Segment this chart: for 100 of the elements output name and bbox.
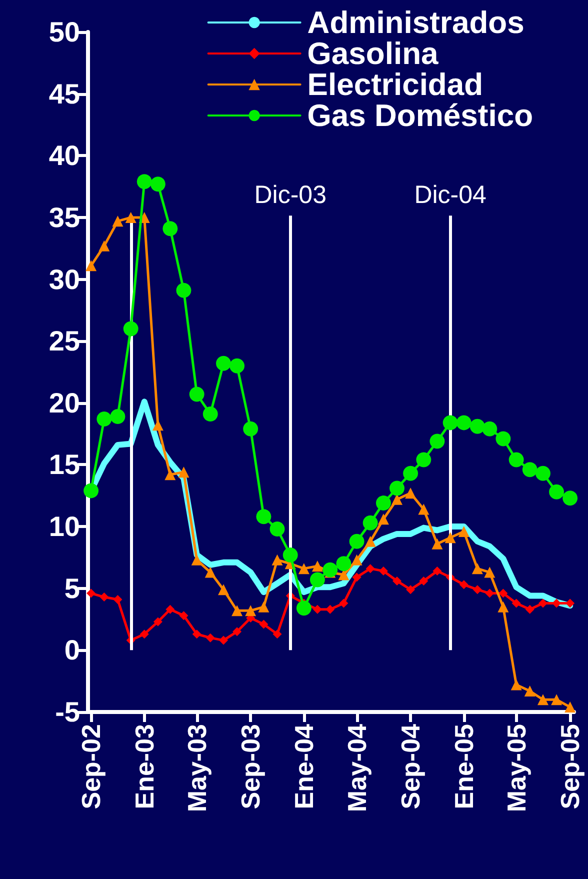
point bbox=[152, 420, 164, 431]
point bbox=[482, 421, 498, 436]
point bbox=[390, 480, 404, 496]
point bbox=[272, 630, 282, 639]
point bbox=[230, 358, 245, 374]
point bbox=[245, 605, 256, 616]
point bbox=[512, 598, 521, 608]
point bbox=[86, 260, 97, 272]
point bbox=[272, 554, 283, 566]
point bbox=[484, 566, 496, 578]
point bbox=[378, 514, 389, 525]
point bbox=[419, 576, 428, 586]
point bbox=[258, 601, 270, 612]
ref-line-label: Dic-04 bbox=[414, 181, 487, 210]
point bbox=[166, 604, 175, 614]
y-tick-label: 0 bbox=[64, 634, 80, 666]
x-tick-label: Ene-04 bbox=[288, 723, 319, 810]
point bbox=[86, 588, 96, 598]
point bbox=[456, 415, 472, 430]
point bbox=[366, 564, 375, 574]
point bbox=[416, 452, 432, 468]
point bbox=[191, 554, 202, 566]
point bbox=[430, 434, 445, 449]
point bbox=[538, 598, 548, 608]
point bbox=[336, 556, 352, 572]
point bbox=[189, 386, 204, 402]
point bbox=[392, 576, 402, 586]
point bbox=[204, 566, 216, 578]
point bbox=[232, 627, 242, 636]
point bbox=[162, 221, 178, 236]
point bbox=[432, 538, 443, 550]
point bbox=[352, 572, 362, 582]
point bbox=[296, 600, 312, 616]
point bbox=[164, 469, 176, 480]
y-tick-label: 30 bbox=[48, 264, 80, 295]
point bbox=[458, 526, 470, 537]
point bbox=[96, 411, 112, 426]
y-tick-label: 40 bbox=[48, 140, 80, 172]
point bbox=[192, 630, 202, 639]
point bbox=[351, 554, 362, 566]
point bbox=[406, 585, 416, 594]
point bbox=[566, 598, 575, 608]
point bbox=[522, 462, 538, 478]
point bbox=[537, 694, 548, 706]
point bbox=[112, 216, 124, 227]
point bbox=[243, 421, 258, 436]
point bbox=[442, 415, 458, 430]
x-tick-label: Sep-04 bbox=[396, 723, 426, 810]
point bbox=[362, 515, 378, 530]
point bbox=[432, 566, 442, 576]
point bbox=[140, 630, 149, 639]
point bbox=[326, 604, 335, 614]
point bbox=[378, 566, 388, 576]
point bbox=[322, 562, 338, 578]
point bbox=[562, 490, 578, 506]
ref-line-label: Dic-03 bbox=[254, 181, 326, 210]
point bbox=[150, 176, 166, 192]
point bbox=[310, 572, 325, 588]
point bbox=[444, 532, 456, 544]
point bbox=[525, 604, 534, 614]
point bbox=[524, 685, 536, 696]
point bbox=[136, 174, 152, 190]
point bbox=[125, 212, 136, 223]
point bbox=[178, 466, 190, 478]
point bbox=[218, 636, 228, 645]
point bbox=[259, 620, 268, 629]
point bbox=[418, 504, 430, 515]
point bbox=[298, 563, 310, 574]
point bbox=[403, 466, 418, 481]
point bbox=[202, 406, 218, 422]
point bbox=[123, 321, 138, 336]
point bbox=[179, 611, 188, 620]
point bbox=[100, 592, 109, 602]
point bbox=[270, 522, 285, 537]
point bbox=[549, 484, 564, 500]
x-tick-label: Sep-03 bbox=[236, 724, 266, 810]
point bbox=[206, 633, 215, 642]
point bbox=[84, 483, 99, 498]
point bbox=[349, 534, 364, 549]
point bbox=[510, 679, 522, 690]
point bbox=[498, 601, 509, 612]
point bbox=[176, 282, 192, 298]
y-tick-label: 10 bbox=[48, 511, 80, 542]
x-tick-label: May-05 bbox=[501, 724, 532, 812]
point bbox=[282, 547, 298, 562]
point bbox=[153, 617, 162, 626]
point bbox=[470, 418, 485, 434]
point bbox=[364, 536, 376, 547]
y-tick-label: 20 bbox=[48, 387, 80, 418]
point bbox=[472, 563, 483, 574]
y-tick-label: 5 bbox=[64, 572, 80, 604]
point bbox=[405, 488, 416, 499]
point bbox=[216, 356, 231, 371]
x-tick-label: Sep-05 bbox=[555, 724, 586, 810]
point bbox=[113, 594, 122, 604]
y-tick-label: 15 bbox=[48, 449, 80, 480]
y-tick-label: 35 bbox=[48, 202, 80, 233]
point bbox=[312, 560, 323, 572]
point bbox=[312, 604, 322, 614]
point bbox=[564, 702, 576, 713]
